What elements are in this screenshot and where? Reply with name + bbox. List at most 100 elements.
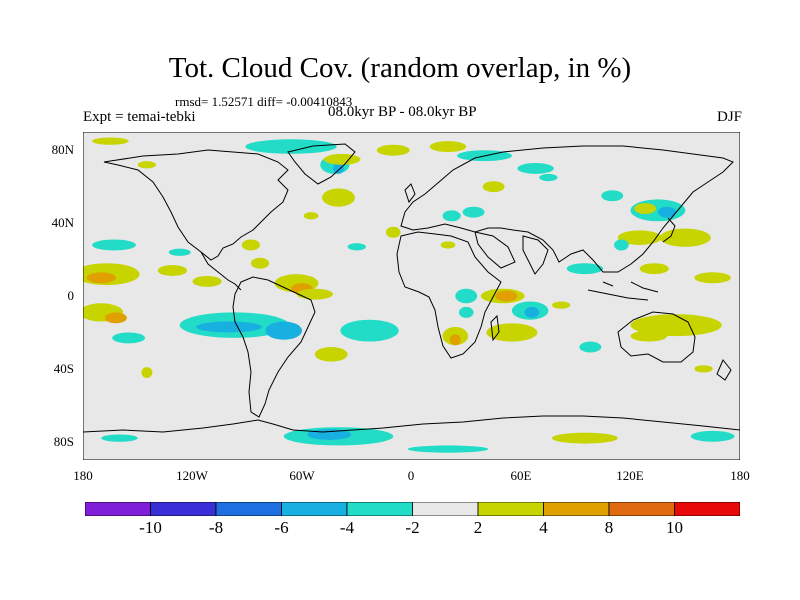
- x-tick-label: 180: [730, 468, 750, 483]
- y-tick-label: 0: [67, 288, 75, 303]
- anomaly-region: [92, 239, 136, 251]
- rmsd-diff-stats: rmsd= 1.52571 diff= -0.00410843: [175, 94, 353, 109]
- x-tick-label: 60E: [510, 468, 532, 483]
- anomaly-region: [303, 212, 319, 220]
- coastline-japan: [662, 217, 676, 243]
- anomaly-region: [639, 263, 669, 275]
- plot-title: Tot. Cloud Cov. (random overlap, in %): [168, 52, 632, 84]
- coastline-british-isles: [404, 183, 416, 204]
- anomaly-region: [314, 347, 348, 362]
- world-map: [83, 132, 740, 460]
- anomaly-region: [86, 272, 116, 284]
- coastline-arabia: [474, 231, 516, 269]
- anomaly-region: [566, 263, 604, 275]
- anomaly-region: [614, 239, 629, 251]
- anomaly-region: [265, 321, 302, 340]
- colorbar-swatch: [674, 502, 740, 516]
- x-tick-label: 60W: [289, 468, 315, 483]
- anomaly-region: [442, 210, 461, 222]
- colorbar-swatch: [412, 502, 479, 516]
- anomaly-region: [347, 243, 366, 251]
- colorbar-label: 4: [539, 518, 548, 537]
- anomaly-region: [659, 228, 711, 247]
- anomaly-region: [104, 312, 127, 324]
- anomaly-region: [322, 188, 355, 207]
- anomaly-region: [250, 257, 270, 269]
- season-label: DJF: [716, 109, 742, 125]
- anomaly-region: [657, 206, 677, 218]
- anomaly-region: [196, 321, 262, 333]
- experiment-label: Expt = temai-tebki: [83, 109, 196, 125]
- anomaly-region: [458, 306, 474, 318]
- anomaly-region: [552, 432, 618, 444]
- anomaly-region: [630, 330, 667, 342]
- anomaly-region: [694, 272, 731, 284]
- map-background: [83, 132, 740, 460]
- colorbar-label: -4: [339, 518, 355, 537]
- anomaly-region: [323, 153, 361, 165]
- colorbar-label: -10: [139, 518, 162, 537]
- anomaly-region: [137, 161, 156, 169]
- anomaly-region: [385, 226, 401, 238]
- coastline-new-zealand: [716, 359, 732, 381]
- anomaly-region: [92, 137, 129, 145]
- colorbar-swatch: [150, 502, 217, 516]
- anomaly-region: [101, 434, 138, 442]
- anomaly-region: [192, 275, 222, 287]
- x-tick-label: 120E: [616, 468, 644, 483]
- anomaly-region: [462, 206, 485, 218]
- y-tick-label: 40N: [51, 215, 74, 230]
- colorbar-swatch: [85, 502, 151, 516]
- anomaly-region: [296, 288, 334, 300]
- anomaly-region: [245, 139, 337, 154]
- anomaly-region: [634, 203, 657, 214]
- y-tick-label: 80N: [51, 142, 74, 157]
- colorbar-label: 10: [666, 518, 683, 537]
- anomaly-region: [617, 230, 662, 245]
- anomaly-region: [517, 162, 554, 174]
- anomaly-region: [495, 290, 518, 302]
- anomaly-region: [630, 314, 722, 337]
- coastline-australia: [617, 311, 696, 363]
- anomaly-region: [601, 190, 624, 202]
- colorbar-label: -6: [274, 518, 289, 537]
- x-tick-label: 180: [73, 468, 93, 483]
- coastline-madagascar: [490, 314, 500, 342]
- anomaly-region: [579, 341, 602, 353]
- anomaly-region: [552, 301, 571, 309]
- coastline-eurasia: [400, 145, 734, 273]
- anomaly-region: [539, 173, 558, 182]
- colorbar-swatch: [215, 502, 282, 516]
- colorbar: [85, 502, 740, 516]
- colorbar-label: -2: [405, 518, 420, 537]
- anomaly-region: [340, 319, 399, 342]
- anomaly-region: [694, 365, 713, 373]
- coastline-indonesia: [587, 281, 659, 301]
- anomaly-region: [440, 241, 456, 249]
- anomaly-field: [83, 137, 735, 453]
- anomaly-region: [241, 239, 261, 251]
- y-tick-label: 40S: [53, 361, 74, 376]
- colorbar-swatch: [477, 502, 544, 516]
- coastline-central-america: [200, 251, 242, 291]
- anomaly-region: [482, 181, 505, 193]
- anomaly-region: [407, 445, 489, 453]
- coastline-africa: [396, 231, 502, 359]
- colorbar-label: 2: [473, 518, 483, 537]
- anomaly-region: [455, 288, 478, 304]
- coastline-south-america: [232, 276, 316, 418]
- anomaly-region: [376, 144, 410, 156]
- colorbar-swatch: [346, 502, 413, 516]
- anomaly-region: [112, 332, 146, 344]
- anomaly-region: [157, 265, 188, 276]
- x-tick-label: 0: [407, 468, 415, 483]
- colorbar-swatch: [608, 502, 675, 516]
- colorbar-label: 8: [604, 518, 614, 537]
- anomaly-region: [486, 323, 538, 342]
- colorbar-label: -8: [208, 518, 224, 537]
- coastline-greenland: [287, 143, 356, 185]
- x-tick-label: 120W: [176, 468, 208, 483]
- coastline-india: [522, 235, 549, 275]
- anomaly-region: [333, 162, 344, 174]
- anomaly-region: [449, 334, 461, 346]
